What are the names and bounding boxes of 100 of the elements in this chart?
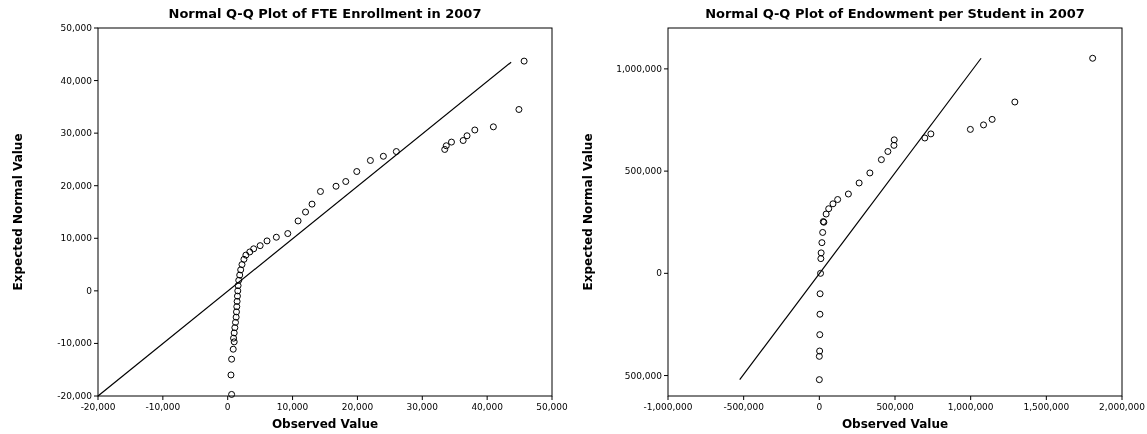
point (815, 376, 823, 384)
point (308, 200, 316, 208)
x-tick-label: 40,000 (471, 402, 504, 412)
point (447, 138, 455, 146)
point (238, 261, 246, 269)
point (294, 217, 302, 225)
point (227, 371, 235, 379)
point (817, 269, 825, 277)
point (817, 255, 825, 263)
x-tick-label: 10,000 (276, 402, 309, 412)
point (229, 345, 237, 353)
x-tick-label: 0 (224, 402, 231, 412)
point (1089, 54, 1097, 62)
point (230, 338, 238, 346)
point (256, 242, 264, 250)
point (235, 276, 243, 284)
point (834, 196, 842, 204)
y-axis-title: Expected Normal Value (11, 133, 25, 291)
point (815, 352, 823, 360)
point (246, 248, 254, 256)
point (866, 169, 874, 177)
point (829, 200, 837, 208)
y-tick-label: 10,000 (60, 233, 93, 244)
point (228, 390, 236, 398)
point (520, 57, 528, 65)
point (233, 303, 241, 311)
point (816, 347, 824, 355)
point (1011, 98, 1019, 106)
y-tick-label: 30,000 (60, 128, 93, 139)
y-tick-label: 40,000 (60, 75, 93, 86)
point (471, 126, 479, 134)
point (441, 145, 449, 153)
point (844, 190, 852, 198)
point (890, 136, 898, 144)
chart-title: Normal Q-Q Plot of FTE Enrollment in 2007 (168, 6, 482, 21)
y-tick-label: 500,000 (624, 166, 663, 177)
x-tick-label: -1,000,000 (643, 402, 693, 412)
point (263, 237, 271, 245)
point (855, 179, 863, 187)
point (988, 115, 996, 123)
point (332, 182, 340, 190)
point (234, 287, 242, 295)
point (816, 290, 824, 298)
point (231, 324, 239, 332)
y-tick-label: 500,000 (624, 370, 663, 381)
x-tick-label: 1,500,000 (1023, 402, 1070, 412)
point (489, 123, 497, 131)
point (442, 142, 450, 150)
x-tick-label: 30,000 (406, 402, 439, 412)
point (316, 188, 324, 195)
point (825, 205, 833, 213)
chart-title: Normal Q-Q Plot of Endowment per Student in 2007 (705, 6, 1085, 21)
point (353, 168, 361, 176)
point (366, 156, 374, 164)
point (459, 137, 467, 144)
point (463, 132, 471, 140)
point (819, 228, 827, 236)
point (890, 141, 898, 149)
point (927, 130, 935, 138)
point (379, 152, 387, 160)
point (242, 251, 250, 259)
x-tick-label: 500,000 (876, 402, 914, 412)
point (230, 334, 238, 342)
point (822, 210, 830, 218)
point (240, 255, 248, 263)
y-tick-label: -20,000 (57, 391, 93, 401)
x-tick-label: 2,000,000 (1099, 402, 1146, 412)
point (816, 331, 824, 339)
point (234, 282, 242, 290)
point (342, 178, 350, 186)
x-tick-label: -500,000 (723, 402, 765, 412)
point (232, 318, 239, 326)
point (284, 230, 292, 238)
y-tick-label: 1,000,000 (616, 63, 663, 74)
point (884, 147, 892, 155)
point (236, 271, 244, 279)
x-tick-label: 1,000,000 (947, 402, 994, 412)
x-tick-label: 20,000 (341, 402, 374, 412)
y-tick-label: 50,000 (60, 23, 93, 33)
x-tick-label: -10,000 (145, 402, 181, 412)
point (250, 245, 258, 253)
x-axis-title: Observed Value (271, 417, 379, 431)
point (877, 156, 885, 164)
point (515, 105, 523, 113)
point (980, 121, 988, 129)
y-tick-label: 0 (86, 285, 93, 296)
point (237, 266, 245, 274)
point (818, 239, 826, 247)
point (966, 125, 974, 133)
point (272, 233, 280, 241)
point (233, 297, 241, 305)
point (302, 208, 310, 216)
point (921, 134, 929, 142)
y-tick-label: 20,000 (60, 180, 93, 191)
point (230, 329, 238, 337)
point (232, 308, 240, 316)
point (817, 249, 825, 257)
point (816, 310, 824, 318)
x-tick-label: -20,000 (80, 402, 116, 412)
point (232, 313, 240, 321)
